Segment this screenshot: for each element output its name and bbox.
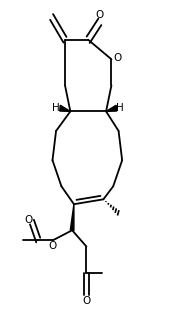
Text: H: H xyxy=(116,103,124,113)
Polygon shape xyxy=(70,204,74,231)
Text: O: O xyxy=(48,241,57,251)
Text: O: O xyxy=(24,215,33,226)
Text: O: O xyxy=(114,53,122,63)
Text: H: H xyxy=(52,103,60,113)
Text: O: O xyxy=(96,10,104,20)
Polygon shape xyxy=(60,105,70,112)
Polygon shape xyxy=(106,105,117,112)
Text: O: O xyxy=(82,296,91,306)
